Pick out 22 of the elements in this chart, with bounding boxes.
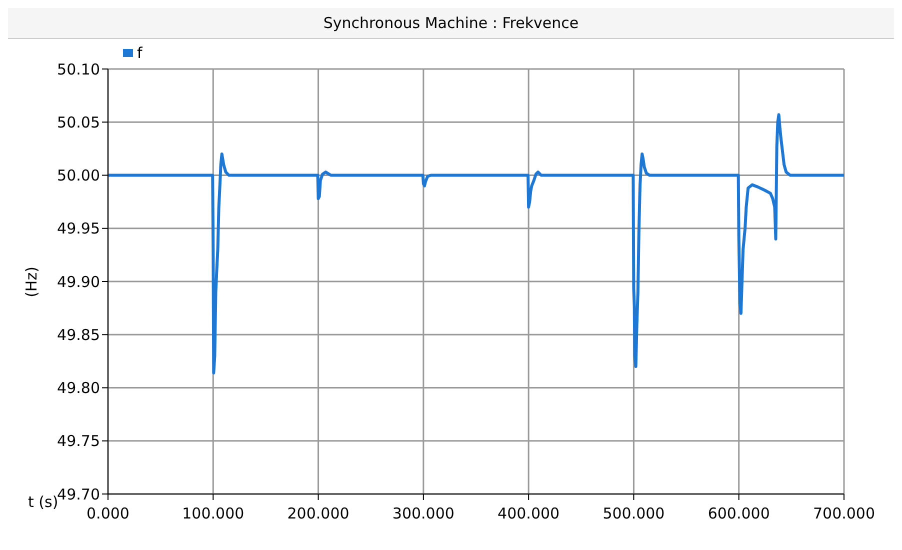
y-tick-label: 50.00 xyxy=(57,166,100,185)
y-tick-label: 49.95 xyxy=(57,220,100,238)
y-axis-title: (Hz) xyxy=(22,266,40,298)
y-tick-label: 50.05 xyxy=(57,113,100,132)
line-series xyxy=(108,113,844,374)
x-axis-title: t (s) xyxy=(28,493,58,511)
x-tick-label: 700.000 xyxy=(812,504,876,523)
x-tick-label: 0.000 xyxy=(86,504,130,523)
x-tick-label: 500.000 xyxy=(602,504,665,523)
y-tick-label: 50.10 xyxy=(57,60,100,78)
y-tick-label: 49.80 xyxy=(57,379,100,398)
legend-label: f xyxy=(137,44,142,62)
x-tick-label: 300.000 xyxy=(392,504,454,523)
x-tick-label: 100.000 xyxy=(182,504,244,523)
y-tick-label: 49.75 xyxy=(57,432,100,450)
x-tick-label: 600.000 xyxy=(708,504,770,523)
y-tick-label: 49.70 xyxy=(57,485,100,504)
x-tick-label: 400.000 xyxy=(498,504,560,523)
chart-title: Synchronous Machine : Frekvence xyxy=(8,8,894,39)
y-tick-label: 49.90 xyxy=(57,272,100,291)
y-tick-label: 49.85 xyxy=(57,326,100,344)
x-tick-label: 200.000 xyxy=(287,504,350,523)
